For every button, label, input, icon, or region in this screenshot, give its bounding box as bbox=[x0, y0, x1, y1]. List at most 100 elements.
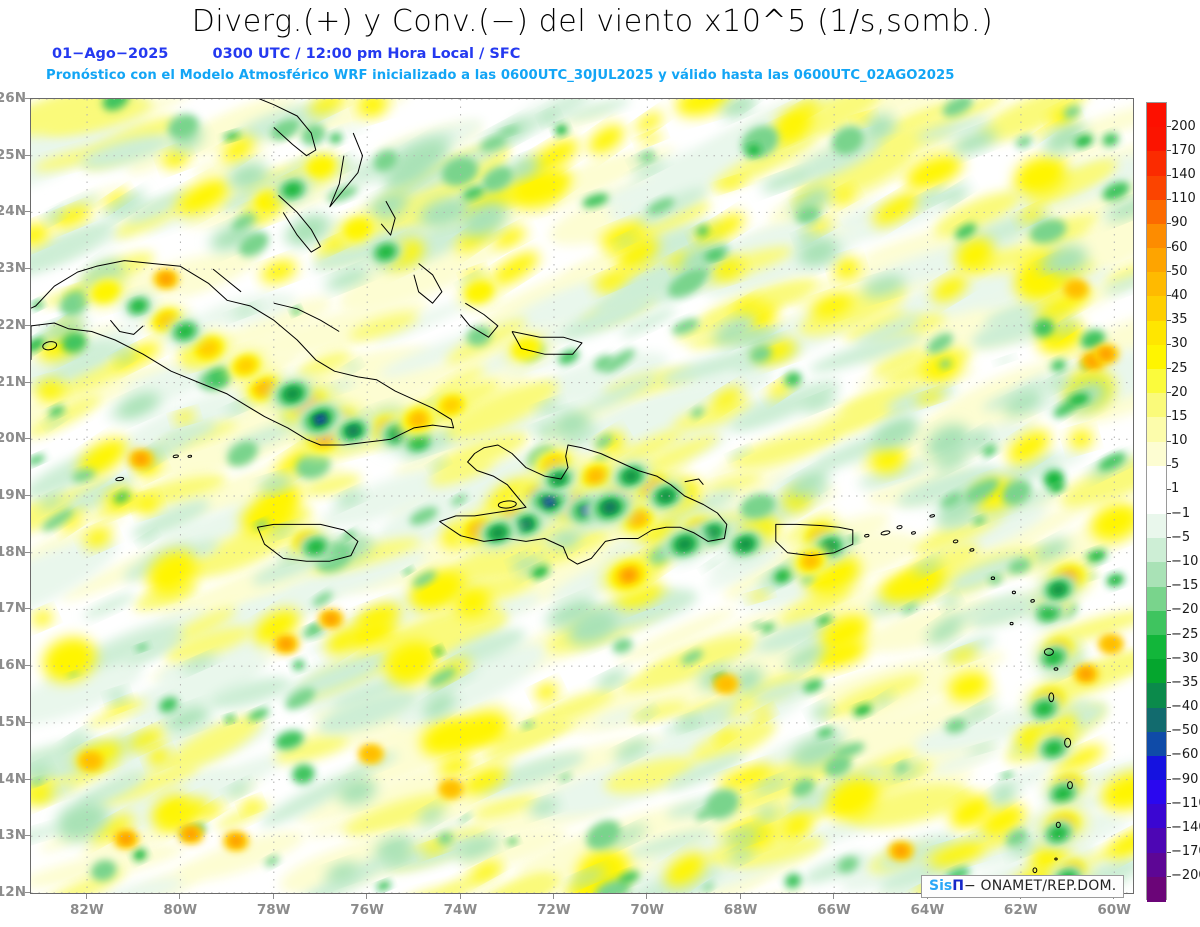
lat-tick bbox=[25, 779, 30, 780]
map-plot-area[interactable] bbox=[30, 98, 1134, 894]
field-blob bbox=[147, 550, 198, 596]
field-blob bbox=[31, 222, 114, 277]
field-blob bbox=[335, 490, 364, 507]
field-blob bbox=[1029, 219, 1067, 244]
field-blob bbox=[1079, 650, 1133, 677]
field-blob bbox=[465, 280, 494, 303]
field-blob bbox=[833, 257, 861, 279]
field-blob bbox=[1054, 319, 1077, 336]
colorbar-tick bbox=[1167, 126, 1171, 127]
field-blob bbox=[1068, 282, 1084, 296]
colorbar-tick-label: 50 bbox=[1171, 263, 1188, 279]
lon-tick bbox=[86, 894, 87, 899]
coastline-island bbox=[115, 476, 125, 482]
field-blob bbox=[35, 379, 64, 401]
field-blob bbox=[108, 690, 128, 704]
field-blob bbox=[953, 129, 998, 154]
field-blob bbox=[1034, 539, 1069, 563]
field-blob bbox=[901, 564, 947, 598]
coastline bbox=[511, 331, 583, 355]
field-blob bbox=[747, 144, 761, 156]
field-blob bbox=[593, 270, 627, 291]
field-blob bbox=[448, 523, 581, 584]
colorbar-band bbox=[1147, 441, 1166, 467]
coastline bbox=[212, 268, 242, 293]
field-blob bbox=[582, 193, 609, 208]
field-blob bbox=[225, 715, 235, 723]
field-blob bbox=[399, 139, 449, 177]
field-blob bbox=[627, 829, 712, 857]
field-blob bbox=[445, 719, 486, 751]
lat-tick bbox=[25, 155, 30, 156]
field-blob bbox=[546, 598, 597, 627]
field-blob bbox=[248, 708, 270, 721]
field-blob bbox=[798, 285, 907, 337]
lat-tick bbox=[25, 98, 30, 99]
field-blob bbox=[797, 237, 839, 267]
colorbar-band bbox=[1147, 755, 1166, 781]
field-blob bbox=[697, 225, 709, 237]
field-blob bbox=[411, 413, 426, 425]
field-blob bbox=[462, 186, 485, 200]
colorbar-tick-label: 25 bbox=[1171, 360, 1188, 376]
field-blob bbox=[603, 349, 636, 373]
field-blob bbox=[593, 355, 614, 372]
colorbar[interactable] bbox=[1146, 102, 1167, 902]
coastline-island bbox=[1067, 781, 1073, 790]
field-blob bbox=[730, 380, 840, 432]
field-blob bbox=[326, 862, 359, 883]
field-blob bbox=[542, 110, 558, 124]
field-blob bbox=[914, 188, 948, 207]
field-blob bbox=[732, 836, 825, 868]
field-blob bbox=[274, 735, 348, 764]
field-blob bbox=[231, 211, 258, 231]
field-blob bbox=[377, 245, 395, 259]
colorbar-tick-label: −40 bbox=[1171, 699, 1199, 715]
field-blob bbox=[494, 227, 527, 249]
field-blob bbox=[710, 134, 817, 191]
field-blob bbox=[843, 309, 907, 341]
field-blob bbox=[1090, 503, 1133, 541]
field-blob bbox=[451, 494, 468, 506]
colorbar-tick bbox=[1167, 199, 1171, 200]
field-blob bbox=[201, 803, 222, 819]
field-blob bbox=[855, 314, 921, 349]
lon-label: 80W bbox=[163, 902, 198, 918]
colorbar-band bbox=[1147, 514, 1166, 539]
coastline-island bbox=[969, 548, 975, 552]
field-blob bbox=[31, 337, 45, 353]
lat-label: 18N bbox=[0, 543, 26, 560]
field-blob bbox=[39, 494, 63, 510]
field-blob bbox=[197, 340, 219, 357]
field-blob bbox=[135, 644, 149, 651]
field-blob bbox=[545, 498, 554, 505]
field-blob bbox=[675, 311, 745, 341]
field-blob bbox=[269, 524, 297, 537]
lat-label: 17N bbox=[0, 600, 26, 617]
field-blob bbox=[732, 667, 763, 693]
field-blob bbox=[441, 397, 461, 413]
field-blob bbox=[292, 764, 315, 784]
field-blob bbox=[1081, 670, 1091, 678]
field-blob bbox=[853, 704, 872, 717]
lat-tick bbox=[25, 268, 30, 269]
field-blob bbox=[507, 837, 518, 845]
field-blob bbox=[623, 570, 635, 580]
colorbar-tick bbox=[1167, 779, 1171, 780]
field-blob bbox=[959, 701, 996, 724]
field-blob bbox=[429, 667, 457, 686]
field-blob bbox=[1000, 772, 1014, 778]
field-blob bbox=[660, 350, 764, 385]
field-blob bbox=[791, 778, 815, 798]
logo-sis-text: Sis bbox=[929, 878, 953, 894]
field-blob bbox=[33, 340, 131, 390]
field-blob bbox=[535, 422, 557, 438]
field-blob bbox=[31, 778, 44, 786]
field-blob bbox=[128, 728, 167, 751]
field-blob bbox=[616, 237, 659, 271]
colorbar-tick-label: −60 bbox=[1171, 747, 1199, 763]
field-blob bbox=[185, 525, 294, 578]
field-blob bbox=[706, 251, 724, 260]
field-blob bbox=[757, 806, 778, 821]
field-blob bbox=[1051, 584, 1065, 595]
